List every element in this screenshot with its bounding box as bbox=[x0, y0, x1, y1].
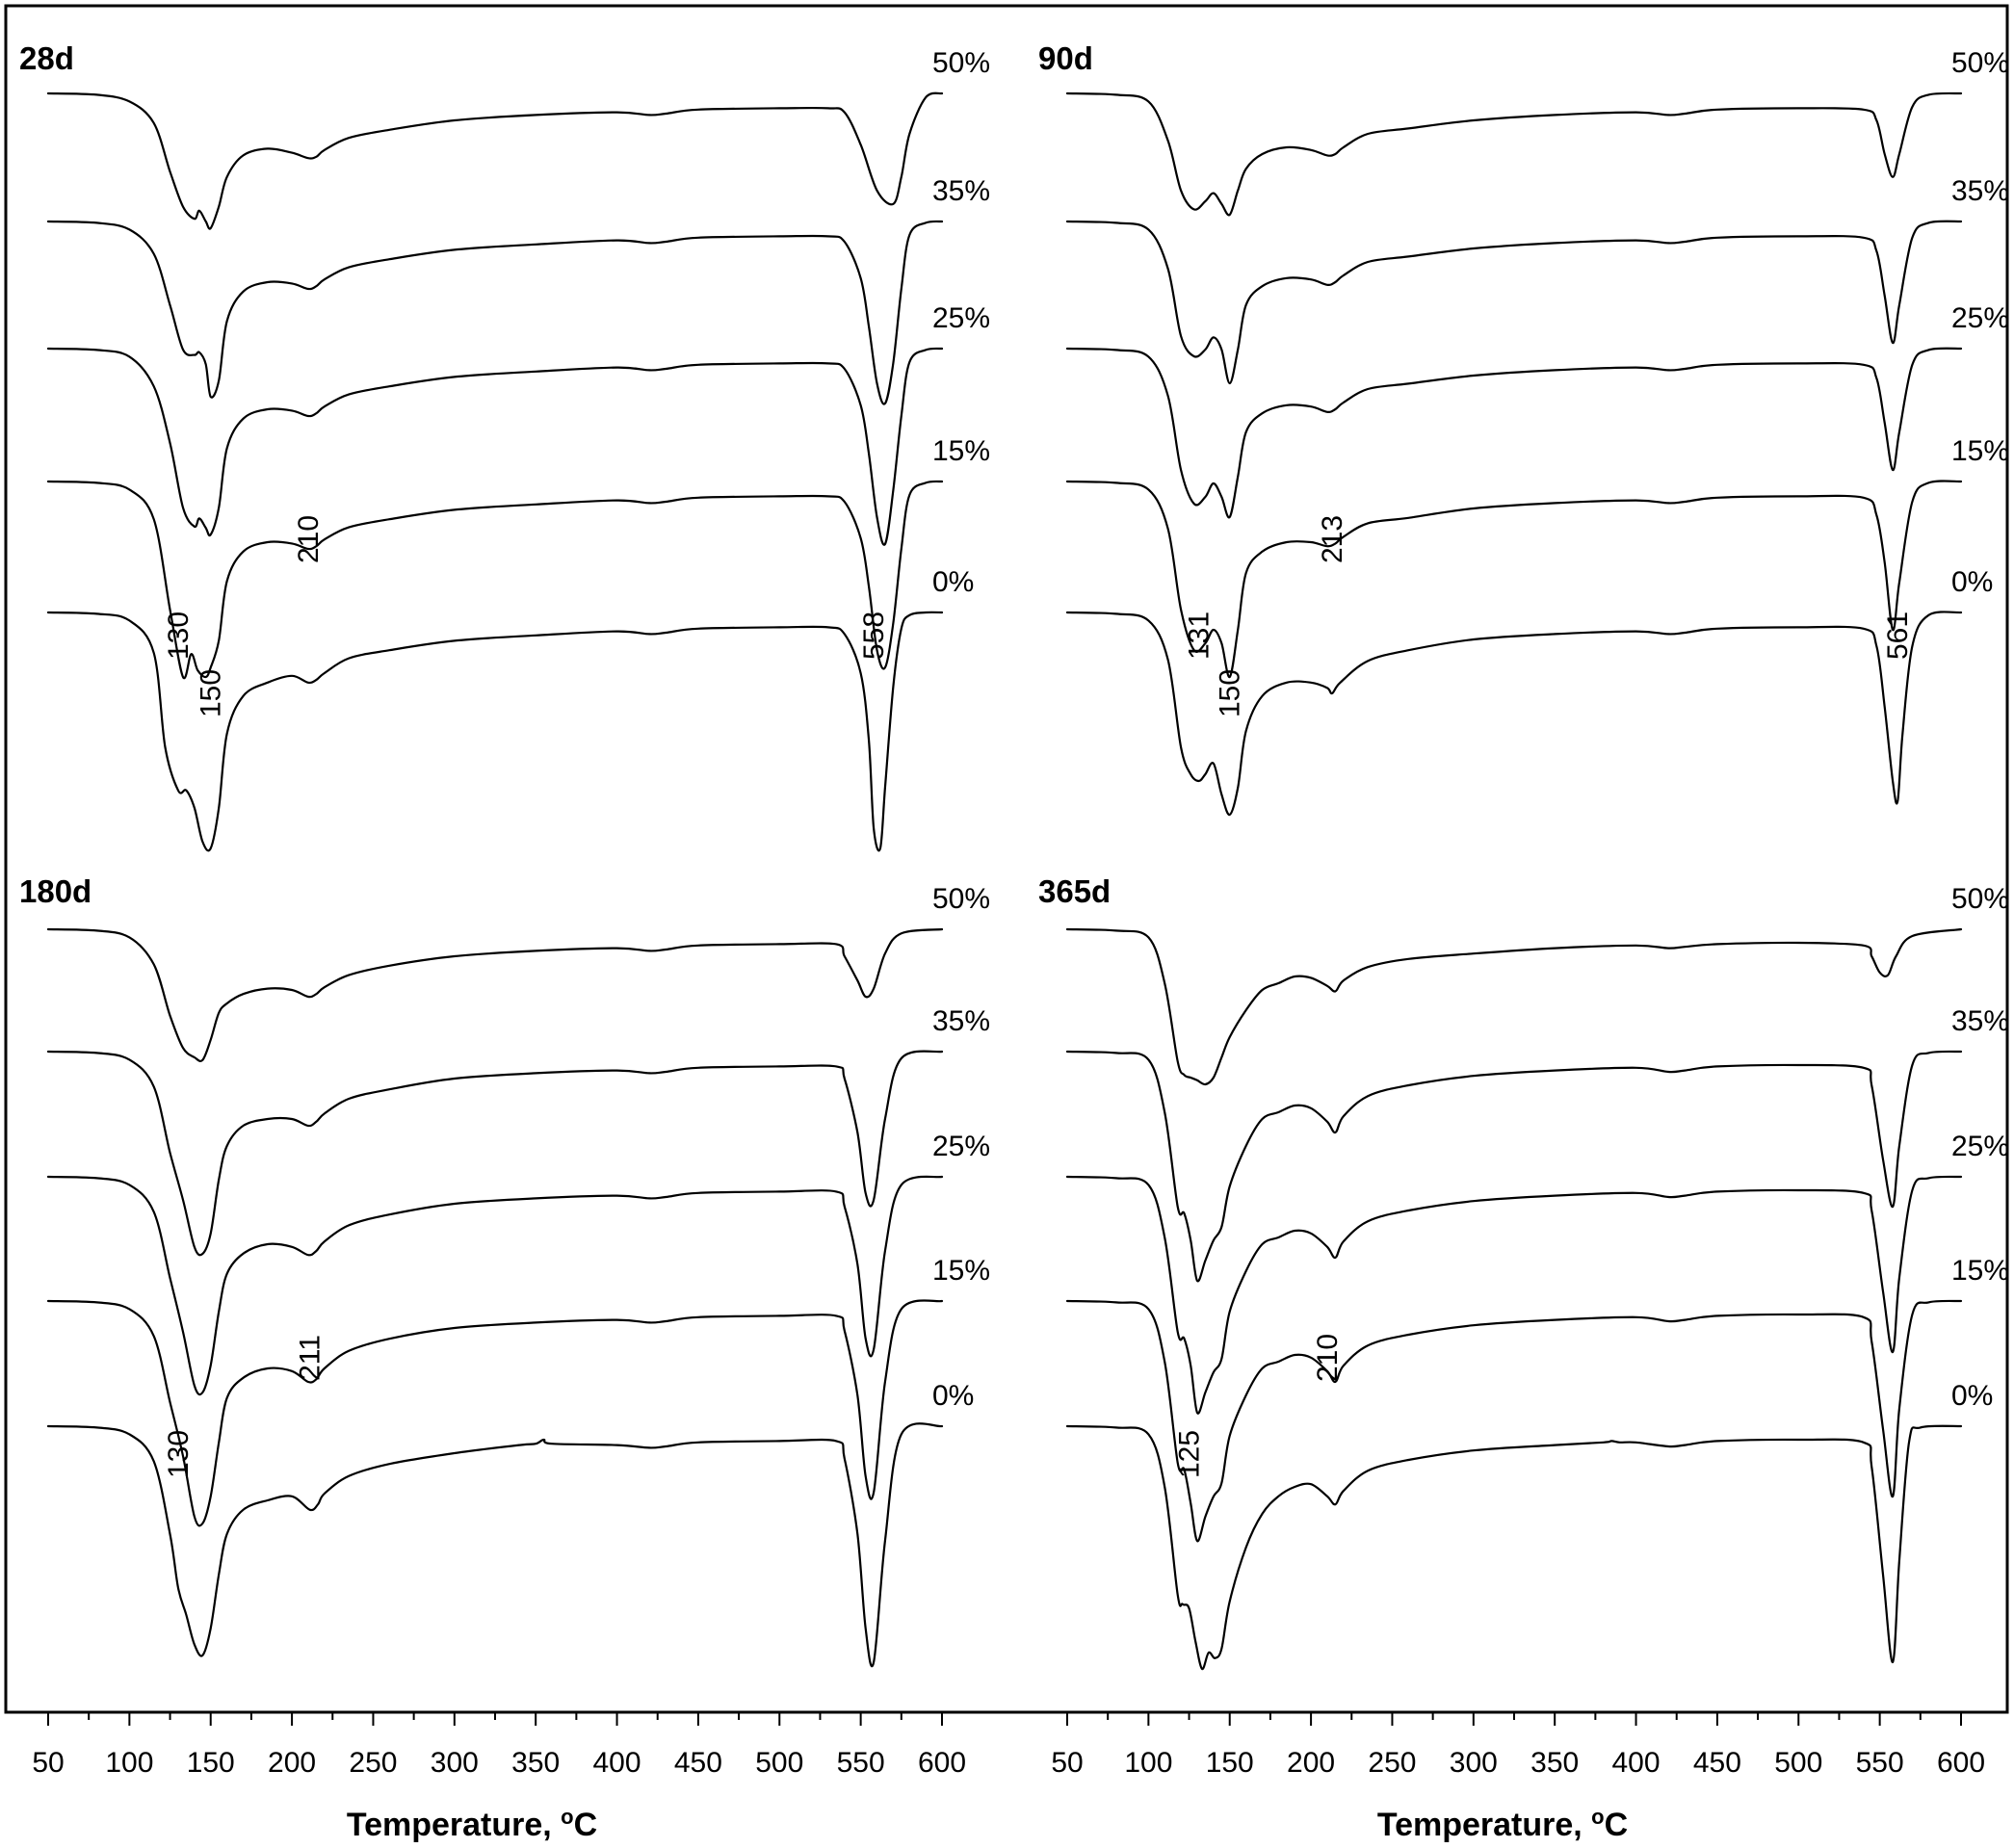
x-tick-label: 100 bbox=[1124, 1747, 1172, 1779]
series-label: 35% bbox=[1951, 175, 2009, 207]
series-label: 0% bbox=[932, 566, 974, 598]
panel-365d: 365d 50% 35% 25% 15% 0% 125 210 bbox=[1038, 873, 2009, 1671]
series-line-0pct bbox=[46, 611, 944, 852]
x-tick-label: 350 bbox=[1530, 1747, 1579, 1779]
series-label: 15% bbox=[932, 1255, 990, 1287]
peak-annotation: 213 bbox=[1317, 515, 1348, 563]
series-label: 35% bbox=[932, 1005, 990, 1037]
x-tick-label: 550 bbox=[837, 1747, 885, 1779]
x-tick-label: 200 bbox=[268, 1747, 316, 1779]
series-label: 25% bbox=[932, 302, 990, 334]
peak-annotation: 125 bbox=[1174, 1430, 1206, 1478]
series-label: 0% bbox=[932, 1380, 974, 1412]
series-label: 0% bbox=[1951, 566, 1993, 598]
peak-annotation: 210 bbox=[1312, 1334, 1344, 1382]
x-tick-label: 400 bbox=[593, 1747, 641, 1779]
series-line-0pct bbox=[46, 1422, 944, 1668]
series-label: 50% bbox=[1951, 883, 2009, 915]
series-line-35pct bbox=[46, 220, 944, 405]
series-label: 15% bbox=[932, 435, 990, 467]
x-tick-label: 250 bbox=[1368, 1747, 1416, 1779]
x-tick-label: 250 bbox=[349, 1747, 397, 1779]
series-label: 0% bbox=[1951, 1380, 1993, 1412]
series-label: 25% bbox=[1951, 302, 2009, 334]
x-tick-label: 150 bbox=[187, 1747, 235, 1779]
series-line-50pct bbox=[1065, 91, 1963, 217]
x-axis-title-left: Temperature, oC bbox=[347, 1805, 597, 1844]
x-tick-label: 150 bbox=[1206, 1747, 1254, 1779]
panel-title: 28d bbox=[19, 40, 74, 76]
x-tick-label: 200 bbox=[1287, 1747, 1335, 1779]
series-line-15pct bbox=[46, 480, 944, 680]
x-tick-label: 100 bbox=[105, 1747, 153, 1779]
peak-annotation: 561 bbox=[1882, 612, 1914, 660]
peak-annotation: 130 bbox=[163, 1430, 195, 1478]
series-label: 15% bbox=[1951, 1255, 2009, 1287]
series-line-25pct bbox=[46, 1175, 944, 1396]
series-line-35pct bbox=[46, 1050, 944, 1257]
series-label: 50% bbox=[932, 883, 990, 915]
x-tick-label: 600 bbox=[918, 1747, 966, 1779]
series-line-35pct bbox=[1065, 1050, 1963, 1283]
x-axis-title-right: Temperature, oC bbox=[1377, 1805, 1628, 1844]
peak-annotation: 131 bbox=[1184, 612, 1216, 660]
series-label: 35% bbox=[1951, 1005, 2009, 1037]
panel-title: 365d bbox=[1038, 873, 1111, 909]
x-tick-label: 400 bbox=[1612, 1747, 1661, 1779]
x-tick-label: 300 bbox=[1450, 1747, 1498, 1779]
series-label: 15% bbox=[1951, 435, 2009, 467]
series-label: 50% bbox=[932, 47, 990, 79]
peak-annotation: 150 bbox=[196, 669, 227, 717]
series-line-15pct bbox=[1065, 1299, 1963, 1543]
x-tick-label: 450 bbox=[674, 1747, 722, 1779]
series-label: 25% bbox=[932, 1131, 990, 1162]
x-axis-right: 50 100 150 200 250 300 350 400 450 500 550 600 bbox=[1051, 1712, 1985, 1779]
panel-180d: 180d 50% 35% 25% 15% 0% 130 211 bbox=[19, 873, 990, 1668]
x-tick-label: 450 bbox=[1693, 1747, 1741, 1779]
panel-title: 90d bbox=[1038, 40, 1093, 76]
x-tick-label: 50 bbox=[1051, 1747, 1083, 1779]
peak-annotation: 210 bbox=[293, 515, 325, 563]
x-tick-label: 350 bbox=[511, 1747, 560, 1779]
x-tick-label: 550 bbox=[1856, 1747, 1904, 1779]
series-line-15pct bbox=[46, 1299, 944, 1527]
series-line-15pct bbox=[1065, 480, 1963, 679]
series-label: 35% bbox=[932, 175, 990, 207]
series-line-25pct bbox=[46, 347, 944, 546]
series-line-0pct bbox=[1065, 1424, 1963, 1671]
peak-annotation: 150 bbox=[1215, 669, 1246, 717]
series-line-0pct bbox=[1065, 611, 1963, 817]
series-line-35pct bbox=[1065, 220, 1963, 385]
peak-annotation: 211 bbox=[295, 1335, 327, 1381]
x-tick-label: 300 bbox=[431, 1747, 479, 1779]
x-axis-left: 50 100 150 200 250 300 350 400 450 500 550 600 bbox=[32, 1712, 966, 1779]
panel-title: 180d bbox=[19, 873, 92, 909]
x-tick-label: 600 bbox=[1937, 1747, 1985, 1779]
plot-frame bbox=[4, 4, 2009, 1714]
series-line-50pct bbox=[46, 927, 944, 1063]
x-tick-label: 500 bbox=[1774, 1747, 1822, 1779]
x-tick-label: 500 bbox=[755, 1747, 803, 1779]
x-tick-label: 50 bbox=[32, 1747, 64, 1779]
peak-annotation: 558 bbox=[858, 612, 890, 660]
series-line-25pct bbox=[1065, 1175, 1963, 1415]
series-line-50pct bbox=[1065, 927, 1963, 1086]
series-line-25pct bbox=[1065, 347, 1963, 519]
series-line-50pct bbox=[46, 91, 944, 230]
peak-annotation: 130 bbox=[163, 612, 195, 660]
series-label: 50% bbox=[1951, 47, 2009, 79]
series-label: 25% bbox=[1951, 1131, 2009, 1162]
panel-90d: 90d 50% 35% 25% 15% 0% 131 150 213 561 bbox=[1038, 40, 2009, 817]
